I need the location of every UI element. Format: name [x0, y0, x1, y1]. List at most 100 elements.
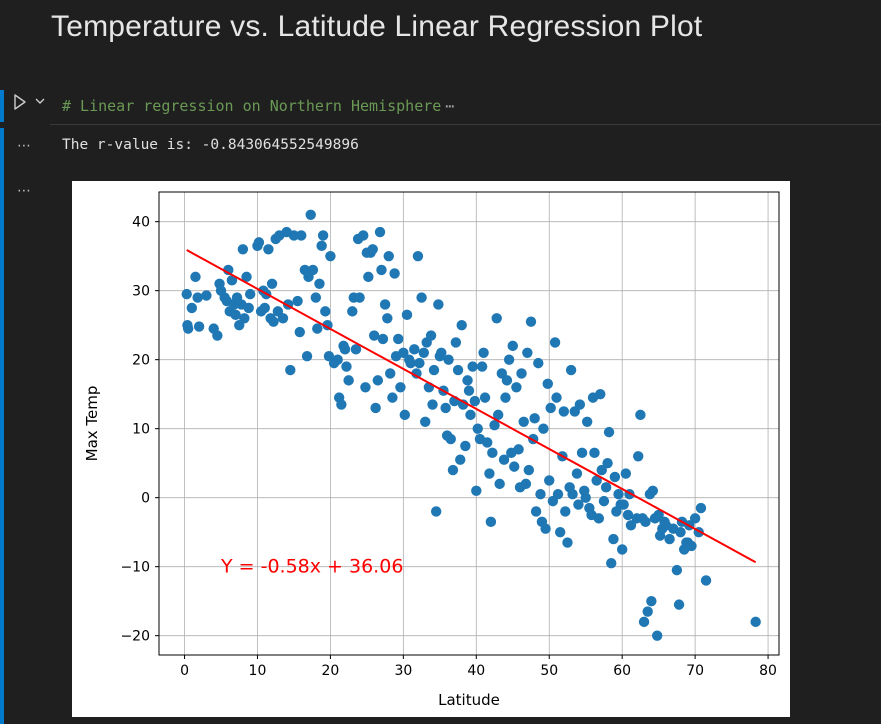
- data-point: [310, 292, 322, 303]
- data-point: [395, 382, 406, 393]
- data-point: [523, 464, 535, 476]
- data-point: [399, 409, 411, 421]
- data-point: [518, 416, 529, 427]
- output-text: The r-value is: -0.843064552549896: [62, 137, 359, 153]
- data-point: [379, 299, 391, 310]
- x-tick-label: 30: [394, 663, 412, 679]
- data-point: [411, 368, 422, 379]
- data-point: [307, 264, 319, 276]
- data-point: [226, 275, 238, 286]
- data-point: [336, 399, 347, 410]
- data-point: [589, 447, 600, 459]
- code-collapsed-ellipsis[interactable]: ⋯: [445, 97, 455, 115]
- output-more-actions-icon[interactable]: ⋯: [17, 138, 32, 154]
- data-point: [581, 416, 593, 427]
- data-point: [294, 326, 305, 338]
- data-point: [516, 368, 527, 379]
- axes-frame: [158, 191, 780, 656]
- data-point: [314, 278, 325, 289]
- data-point: [427, 399, 438, 410]
- data-point: [385, 368, 396, 379]
- data-point: [638, 616, 650, 628]
- data-point: [535, 489, 546, 500]
- data-point: [618, 499, 629, 510]
- y-tick-label: 10: [132, 422, 150, 438]
- data-point: [558, 406, 570, 417]
- data-point: [509, 461, 520, 472]
- regression-line: [186, 249, 757, 564]
- data-point: [347, 306, 358, 317]
- data-point: [573, 499, 584, 510]
- data-point: [277, 313, 289, 324]
- data-point: [285, 364, 296, 376]
- play-icon[interactable]: [13, 94, 27, 110]
- data-point: [635, 409, 646, 421]
- data-point: [500, 392, 511, 403]
- data-point: [574, 399, 586, 410]
- data-point: [455, 454, 466, 465]
- data-point: [549, 337, 561, 348]
- code-cell-source[interactable]: # Linear regression on Northern Hemisphe…: [62, 97, 454, 115]
- data-point: [457, 399, 469, 410]
- data-point: [367, 244, 378, 255]
- data-point: [428, 364, 440, 376]
- data-point: [354, 292, 365, 303]
- data-point: [494, 478, 505, 490]
- data-point: [598, 495, 610, 507]
- code-cell-focus-bar: [0, 90, 4, 122]
- scatter-chart: 0 10 20 30 40 50 60 70 80 −20 −10 0 10 20 30 40 Latitude…: [83, 191, 780, 709]
- data-point: [552, 489, 564, 500]
- data-point: [471, 485, 482, 496]
- data-point: [562, 537, 573, 548]
- y-tick-label: 20: [132, 353, 150, 369]
- data-point: [525, 316, 537, 327]
- data-point: [542, 378, 553, 390]
- x-tick-label: 40: [467, 663, 485, 679]
- data-point: [259, 302, 270, 314]
- data-point: [695, 502, 707, 514]
- chevron-down-icon[interactable]: [34, 95, 46, 107]
- data-point: [647, 485, 659, 496]
- cell-divider: [50, 124, 881, 125]
- data-point: [616, 544, 628, 555]
- data-point: [700, 575, 712, 586]
- data-point: [360, 382, 371, 393]
- data-point: [596, 464, 607, 476]
- data-point: [651, 630, 663, 641]
- data-point: [520, 478, 532, 490]
- data-point: [608, 533, 619, 545]
- data-point: [613, 489, 624, 500]
- x-tick-label: 50: [540, 663, 558, 679]
- data-point: [595, 388, 606, 400]
- data-point: [320, 306, 331, 317]
- data-point: [501, 375, 513, 386]
- data-point: [609, 471, 621, 483]
- y-tick-label: 0: [141, 491, 150, 507]
- data-point: [620, 468, 632, 479]
- x-tick-label: 80: [759, 663, 777, 679]
- output-more-actions-icon-2[interactable]: ⋯: [17, 183, 32, 199]
- y-tick-label: 40: [132, 215, 150, 231]
- data-point: [492, 409, 504, 421]
- data-point: [571, 468, 583, 479]
- data-point: [460, 440, 471, 452]
- data-point: [376, 264, 387, 276]
- data-point: [479, 392, 491, 403]
- data-point: [181, 288, 192, 300]
- data-point: [478, 347, 489, 358]
- y-axis-label: Max Temp: [83, 386, 101, 462]
- data-point: [673, 599, 685, 610]
- data-point: [445, 433, 456, 445]
- data-point: [664, 533, 675, 545]
- data-point: [244, 288, 256, 300]
- data-point: [443, 354, 454, 365]
- data-point: [513, 444, 524, 455]
- data-point: [640, 516, 651, 528]
- data-point: [201, 290, 212, 301]
- data-point: [316, 240, 327, 252]
- data-point: [368, 330, 380, 341]
- data-point: [241, 271, 252, 283]
- data-point: [489, 420, 500, 431]
- data-point: [686, 540, 697, 552]
- data-point: [192, 292, 203, 303]
